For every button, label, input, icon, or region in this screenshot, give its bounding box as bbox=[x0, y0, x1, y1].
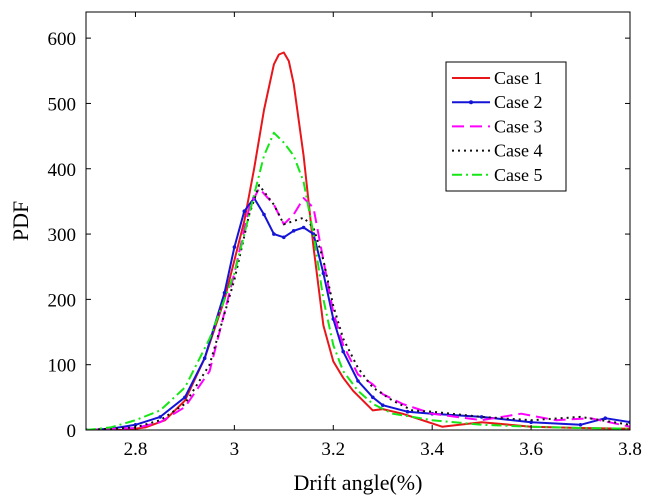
series-2-point bbox=[321, 271, 326, 276]
legend-label: Case 4 bbox=[494, 141, 543, 161]
series-2-point bbox=[301, 225, 306, 230]
legend-box bbox=[445, 61, 567, 192]
series-2-point bbox=[272, 232, 276, 236]
legend-marker bbox=[469, 100, 473, 105]
x-tick-label: 2.8 bbox=[124, 439, 148, 460]
axes-box bbox=[85, 11, 631, 431]
y-tick-label: 400 bbox=[48, 160, 77, 181]
x-tick-label: 3.6 bbox=[519, 439, 543, 460]
series-2-point bbox=[291, 229, 296, 233]
x-tick-label: 3 bbox=[230, 439, 240, 460]
series-2-point bbox=[282, 235, 286, 240]
legend-label: Case 3 bbox=[494, 116, 543, 136]
series-line-4 bbox=[86, 184, 630, 430]
series-2-point bbox=[603, 416, 608, 421]
series-2-point bbox=[371, 395, 375, 400]
y-tick-label: 600 bbox=[48, 29, 77, 50]
x-tick-label: 3.4 bbox=[420, 439, 444, 460]
y-tick-label: 200 bbox=[48, 290, 77, 311]
series-2-point bbox=[380, 403, 385, 408]
y-axis-label: PDF bbox=[8, 201, 33, 241]
series-2-point bbox=[242, 209, 247, 213]
series-2-point bbox=[202, 356, 207, 361]
series-line-5 bbox=[86, 131, 630, 430]
legend-label: Case 5 bbox=[494, 165, 543, 185]
x-tick-label: 3.8 bbox=[618, 439, 642, 460]
series-layer bbox=[86, 51, 630, 430]
series-2-point bbox=[405, 409, 410, 414]
x-axis-label: Drift angle(%) bbox=[294, 470, 423, 495]
legend-label: Case 1 bbox=[494, 68, 543, 88]
series-2-point bbox=[158, 415, 162, 419]
series-2-point bbox=[133, 423, 138, 427]
y-tick-label: 0 bbox=[67, 421, 77, 442]
series-2-point bbox=[183, 395, 187, 400]
x-tick-label: 3.2 bbox=[321, 439, 345, 460]
series-line-3 bbox=[86, 187, 630, 430]
series-2-point bbox=[356, 379, 360, 383]
y-tick-label: 300 bbox=[48, 225, 77, 246]
ticks-layer: 2.8 3 3.2 3.4 3.6 3.8 0 100 200 300 400 500 600 bbox=[48, 12, 642, 460]
series-2-point bbox=[529, 420, 533, 425]
legend: Case 1 Case 2 Case 3 Case 4 Case 5 bbox=[445, 61, 567, 192]
y-tick-label: 500 bbox=[48, 94, 77, 115]
series-2-point bbox=[232, 245, 237, 249]
series-2-point bbox=[479, 415, 484, 419]
series-2-point bbox=[222, 291, 227, 295]
series-2-point bbox=[341, 349, 346, 354]
series-2-point bbox=[262, 212, 266, 217]
legend-label: Case 2 bbox=[494, 92, 543, 112]
series-2-point bbox=[578, 423, 583, 427]
y-tick-label: 100 bbox=[48, 356, 77, 377]
